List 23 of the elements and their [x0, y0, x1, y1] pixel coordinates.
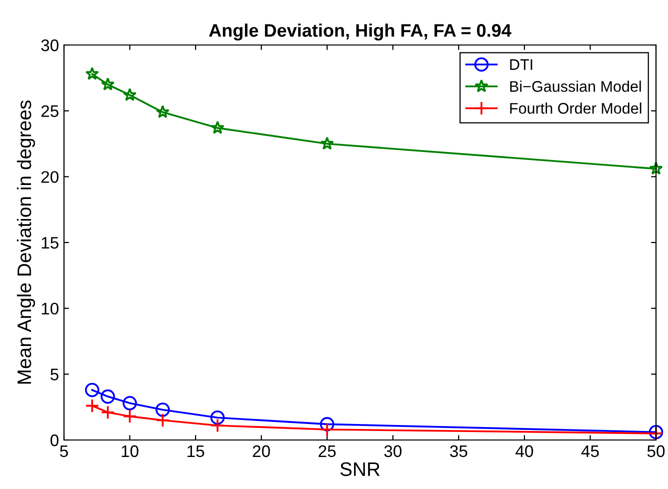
x-tick-label: 30 [384, 445, 402, 458]
x-tick-label: 10 [122, 445, 138, 458]
x-tick-label: 50 [647, 445, 665, 458]
y-tick-label: 5 [50, 368, 58, 380]
legend-label: Bi−Gaussian Model [510, 80, 641, 92]
x-tick-label: 45 [581, 445, 599, 458]
y-tick-label: 30 [41, 39, 58, 52]
y-tick-label: 15 [42, 237, 58, 249]
y-axis-title: Mean Angle Deviation in degrees [16, 100, 36, 384]
legend-label: Fourth Order Model [510, 102, 642, 114]
y-tick-label: 20 [41, 171, 58, 183]
x-tick-label: 20 [252, 445, 270, 458]
x-tick-label: 15 [188, 445, 204, 458]
x-tick-label: 5 [60, 445, 68, 458]
x-tick-label: 25 [318, 445, 336, 458]
y-tick-label: 25 [41, 105, 58, 118]
x-tick-label: 40 [516, 445, 534, 458]
x-axis-title: SNR [340, 462, 380, 476]
y-tick-label: 0 [50, 434, 58, 446]
y-tick-label: 10 [42, 302, 58, 315]
chart-title: Angle Deviation, High FA, FA = 0.94 [209, 24, 512, 40]
x-tick-label: 35 [450, 445, 468, 458]
legend-label: DTI [510, 59, 532, 70]
